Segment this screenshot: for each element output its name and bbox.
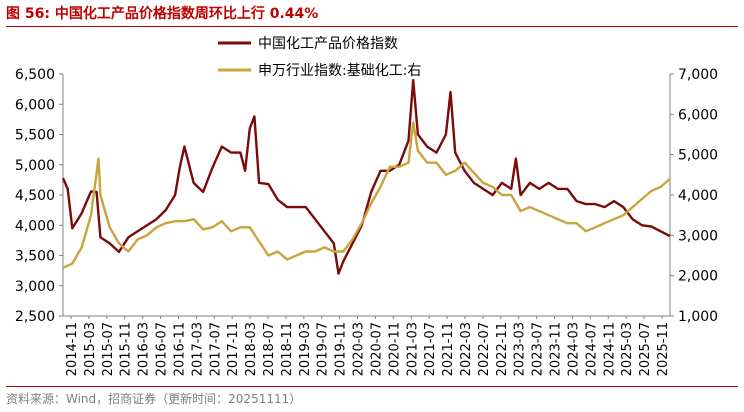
right-tick-label: 5,000 [678, 148, 718, 164]
series-layer [61, 78, 671, 275]
x-tick-label: 2016-07 [155, 322, 170, 376]
x-tick-label: 2024-11 [602, 322, 617, 376]
source-note: 资料来源：Wind，招商证券（更新时间：20251111） [6, 392, 302, 406]
left-tick-label: 2,500 [15, 309, 55, 325]
right-tick-label: 7,000 [678, 67, 718, 83]
x-tick-label: 2018-11 [280, 322, 295, 376]
x-tick-label: 2020-03 [352, 322, 367, 376]
x-tick-label: 2024-03 [566, 322, 581, 376]
x-tick-label: 2015-07 [101, 322, 116, 376]
left-tick-label: 5,500 [15, 128, 55, 144]
x-tick-label: 2025-11 [656, 322, 671, 376]
x-tick-label: 2019-03 [298, 322, 313, 376]
left-tick-label: 5,000 [15, 158, 55, 174]
left-tick-label: 4,500 [15, 188, 55, 204]
x-tick-label: 2016-03 [137, 322, 152, 376]
legend-label-1: 中国化工产品价格指数 [258, 36, 398, 52]
footer-divider [6, 386, 738, 387]
x-tick-label: 2020-11 [387, 322, 402, 376]
x-tick-label: 2023-11 [549, 322, 564, 376]
x-tick-label: 2022-03 [459, 322, 474, 376]
x-tick-label: 2025-03 [620, 322, 635, 376]
x-tick-label: 2023-07 [531, 322, 546, 376]
left-tick-label: 6,000 [15, 97, 55, 113]
series-line-2 [62, 121, 671, 269]
x-tick-label: 2019-11 [334, 322, 349, 376]
right-tick-label: 6,000 [678, 107, 718, 123]
x-tick-label: 2022-11 [495, 322, 510, 376]
x-tick-label: 2023-03 [513, 322, 528, 376]
x-tick-label: 2018-03 [244, 322, 259, 376]
x-tick-label: 2015-03 [83, 322, 98, 376]
right-tick-label: 4,000 [678, 188, 718, 204]
title-divider [6, 26, 738, 27]
series-line-1 [61, 78, 671, 275]
x-tick-label: 2015-11 [119, 322, 134, 376]
x-tick-label: 2021-07 [423, 322, 438, 376]
axes: 6,500 6,000 5,500 5,000 4,500 4,000 3,500 3,000… [15, 67, 718, 376]
left-tick-label: 4,000 [15, 218, 55, 234]
x-tick-label: 2018-07 [262, 322, 277, 376]
x-tick-label: 2016-11 [172, 322, 187, 376]
x-tick-label: 2025-07 [638, 322, 653, 376]
right-tick-label: 1,000 [678, 309, 718, 325]
x-tick-label: 2021-11 [441, 322, 456, 376]
x-tick-label: 2024-07 [584, 322, 599, 376]
x-tick-label: 2017-07 [208, 322, 223, 376]
left-tick-label: 3,500 [15, 249, 55, 265]
x-tick-label: 2017-11 [226, 322, 241, 376]
left-tick-label: 6,500 [15, 67, 55, 83]
legend-label-2: 申万行业指数:基础化工:右 [258, 62, 421, 79]
x-tick-label: 2017-03 [190, 322, 205, 376]
x-tick-label: 2020-07 [369, 322, 384, 376]
x-tick-label: 2022-07 [477, 322, 492, 376]
right-tick-label: 2,000 [678, 269, 718, 285]
right-tick-label: 3,000 [678, 228, 718, 244]
left-tick-label: 3,000 [15, 279, 55, 295]
x-tick-label: 2021-03 [405, 322, 420, 376]
x-tick-label: 2019-07 [316, 322, 331, 376]
x-tick-label: 2014-11 [65, 322, 80, 376]
figure-title: 图 56: 中国化工产品价格指数周环比上行 0.44% [6, 6, 319, 22]
